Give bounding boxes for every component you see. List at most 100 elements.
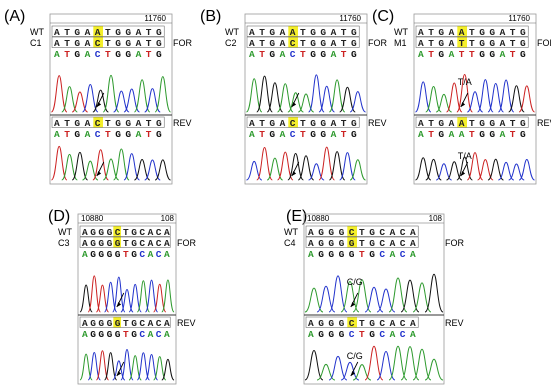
row-name: C1 bbox=[30, 38, 42, 48]
base-C: C bbox=[400, 238, 406, 249]
base-T: T bbox=[341, 38, 347, 49]
position-label-right: 108 bbox=[429, 214, 443, 223]
base-T: T bbox=[146, 118, 152, 129]
base-G: G bbox=[269, 38, 275, 49]
base-G: G bbox=[310, 38, 316, 49]
base-A: A bbox=[410, 249, 416, 260]
base-T: T bbox=[341, 27, 347, 38]
base-A: A bbox=[410, 238, 416, 249]
chromatogram-peak bbox=[425, 359, 443, 380]
base-G: G bbox=[320, 49, 326, 60]
base-G: G bbox=[107, 318, 113, 329]
base-C: C bbox=[290, 38, 296, 49]
base-A: A bbox=[280, 118, 286, 129]
base-T: T bbox=[64, 38, 70, 49]
base-C: C bbox=[95, 49, 101, 60]
base-G: G bbox=[74, 129, 80, 140]
base-A: A bbox=[410, 329, 416, 340]
rev-row-tag: REV bbox=[537, 118, 551, 128]
base-T: T bbox=[428, 38, 434, 49]
position-label: 11760 bbox=[144, 14, 166, 23]
base-T: T bbox=[123, 227, 129, 238]
base-G: G bbox=[115, 318, 121, 329]
base-A: A bbox=[249, 38, 255, 49]
base-A: A bbox=[418, 27, 424, 38]
chromatogram-peak bbox=[80, 285, 92, 312]
base-A: A bbox=[82, 227, 88, 238]
base-G: G bbox=[369, 227, 375, 238]
base-A: A bbox=[331, 27, 337, 38]
base-A: A bbox=[136, 129, 142, 140]
row-tag: FOR bbox=[537, 38, 551, 48]
base-G: G bbox=[369, 249, 375, 260]
base-T: T bbox=[341, 49, 347, 60]
base-C: C bbox=[139, 249, 145, 260]
base-G: G bbox=[269, 118, 275, 129]
base-A: A bbox=[164, 329, 170, 340]
base-C: C bbox=[400, 227, 406, 238]
base-A: A bbox=[85, 129, 91, 140]
base-G: G bbox=[318, 329, 324, 340]
base-G: G bbox=[131, 238, 137, 249]
base-A: A bbox=[410, 227, 416, 238]
base-C: C bbox=[156, 318, 162, 329]
base-A: A bbox=[449, 38, 455, 49]
base-A: A bbox=[449, 49, 455, 60]
panel-d: (D) 10880 108A G G G C T G C A C AWTA G G G G T G C A C AC3 FOR… bbox=[48, 208, 196, 384]
base-T: T bbox=[123, 318, 129, 329]
chromatogram-peak bbox=[350, 160, 366, 180]
base-G: G bbox=[156, 118, 162, 129]
chromatogram-peak bbox=[436, 94, 452, 112]
base-G: G bbox=[328, 329, 334, 340]
base-A: A bbox=[85, 27, 91, 38]
base-G: G bbox=[125, 27, 131, 38]
rev-row-tag: REV bbox=[177, 318, 196, 328]
base-C: C bbox=[379, 238, 385, 249]
base-A: A bbox=[390, 318, 396, 329]
base-A: A bbox=[331, 118, 337, 129]
base-T: T bbox=[359, 318, 365, 329]
chromatogram-peak bbox=[447, 162, 463, 180]
base-G: G bbox=[98, 227, 104, 238]
base-A: A bbox=[82, 318, 88, 329]
base-G: G bbox=[131, 329, 137, 340]
base-A: A bbox=[148, 318, 154, 329]
base-G: G bbox=[320, 118, 326, 129]
base-G: G bbox=[318, 238, 324, 249]
rev-annotation: C/G bbox=[347, 351, 363, 361]
base-C: C bbox=[400, 318, 406, 329]
base-C: C bbox=[290, 129, 296, 140]
base-A: A bbox=[85, 49, 91, 60]
base-A: A bbox=[54, 27, 60, 38]
base-G: G bbox=[479, 118, 485, 129]
base-A: A bbox=[331, 38, 337, 49]
base-G: G bbox=[74, 118, 80, 129]
chromatogram-peak bbox=[350, 92, 366, 112]
base-C: C bbox=[400, 329, 406, 340]
base-G: G bbox=[156, 49, 162, 60]
base-A: A bbox=[290, 27, 296, 38]
base-A: A bbox=[308, 318, 314, 329]
base-A: A bbox=[308, 329, 314, 340]
base-A: A bbox=[500, 129, 506, 140]
rev-arrow-head bbox=[351, 371, 355, 376]
base-T: T bbox=[510, 129, 516, 140]
base-A: A bbox=[500, 118, 506, 129]
base-G: G bbox=[98, 318, 104, 329]
rev-arrow-head bbox=[117, 371, 121, 376]
base-A: A bbox=[418, 118, 424, 129]
base-T: T bbox=[469, 129, 475, 140]
base-G: G bbox=[369, 318, 375, 329]
row-name: WT bbox=[30, 27, 44, 37]
base-A: A bbox=[148, 238, 154, 249]
base-G: G bbox=[125, 118, 131, 129]
chromatogram-peak bbox=[447, 83, 463, 112]
base-G: G bbox=[125, 49, 131, 60]
base-G: G bbox=[339, 238, 345, 249]
base-A: A bbox=[459, 27, 465, 38]
base-C: C bbox=[156, 227, 162, 238]
base-A: A bbox=[82, 238, 88, 249]
base-G: G bbox=[131, 227, 137, 238]
chromatogram-peak bbox=[162, 280, 174, 312]
